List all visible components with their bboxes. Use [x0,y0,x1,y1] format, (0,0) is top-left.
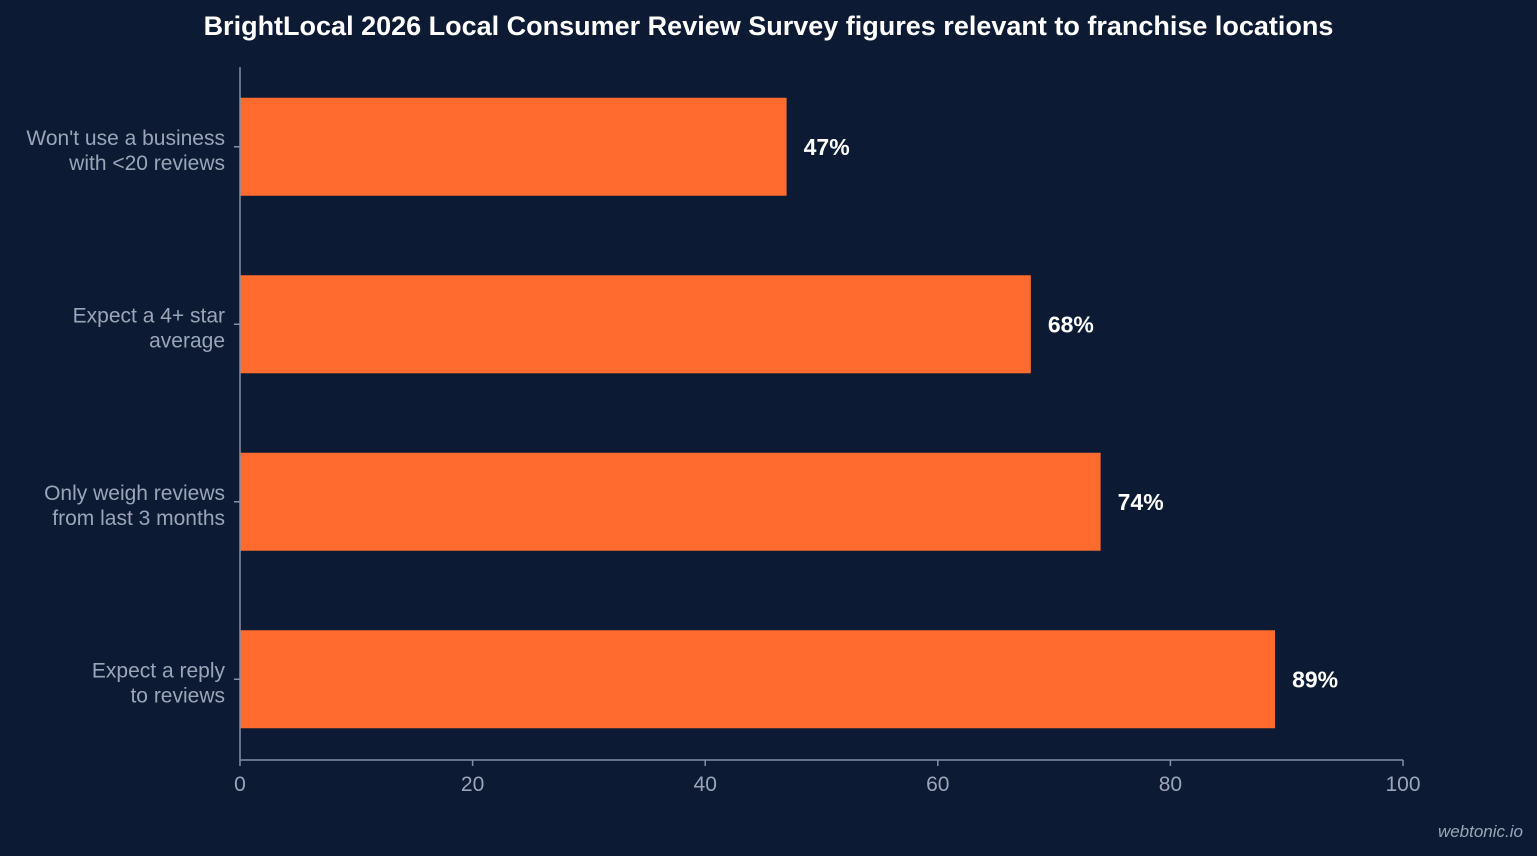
labels-layer: 47% Won't use a business with <20 reviews 6… [26,127,1420,796]
category-label-line: Expect a reply [92,659,226,682]
bar-1 [240,275,1031,374]
x-tick-label-0: 0 [234,773,246,796]
value-label-0: 47% [804,134,850,160]
x-tick-label-3: 60 [926,773,949,796]
watermark-text: webtonic.io [1437,822,1523,841]
value-label-2: 74% [1118,489,1164,515]
category-label-line: Won't use a business [26,127,225,150]
category-label-line: Expect a 4+ star [73,304,225,327]
category-label-line: from last 3 months [52,507,225,530]
category-label-line: average [149,329,225,352]
x-tick-label-2: 40 [694,773,717,796]
bar-0 [240,97,787,196]
bar-3 [240,630,1276,729]
x-tick-label-1: 20 [461,773,484,796]
category-label-line: with <20 reviews [68,152,225,175]
category-label-0: Won't use a business with <20 reviews [26,127,225,175]
x-tick-label-4: 80 [1159,773,1182,796]
axes-layer [234,67,1404,766]
category-label-line: Only weigh reviews [44,482,225,505]
x-tick-label-5: 100 [1385,773,1420,796]
category-label-2: Only weigh reviews from last 3 months [44,482,225,530]
category-label-line: to reviews [130,684,225,707]
bar-2 [240,452,1101,551]
value-label-1: 68% [1048,311,1094,337]
category-label-3: Expect a reply to reviews [92,659,226,707]
chart-title: BrightLocal 2026 Local Consumer Review S… [203,11,1334,41]
bars-layer [240,97,1276,729]
category-label-1: Expect a 4+ star average [73,304,225,352]
value-label-3: 89% [1292,666,1338,692]
